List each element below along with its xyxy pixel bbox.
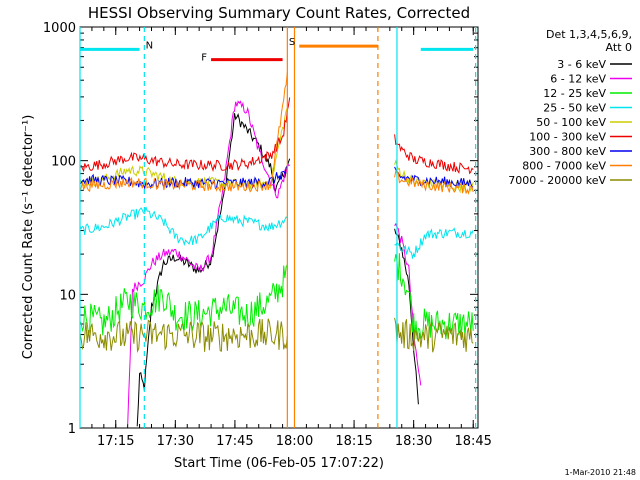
flag-label-f: F [201,53,207,64]
series-line [394,253,474,340]
legend-header: Att 0 [606,41,632,54]
legend-item-label: 800 - 7000 keV [522,160,606,173]
y-tick-label: 1000 [43,21,76,36]
legend-header: Det 1,3,4,5,6,9, [546,28,632,41]
series-line [394,169,474,196]
y-axis-label: Corrected Count Rate (s⁻¹ detector⁻¹) [21,115,36,360]
series-line [79,97,291,173]
series-line [394,222,422,386]
y-tick-label: 10 [59,288,76,303]
legend-item-label: 3 - 6 keV [557,58,606,71]
legend: Det 1,3,4,5,6,9,Att 03 - 6 keV 6 - 12 keV… [508,28,632,187]
date-stamp: 1-Mar-2010 21:48 [565,468,636,477]
x-tick-label: 17:15 [97,434,134,449]
series-line [394,228,419,405]
y-tick-label: 1 [68,422,76,437]
x-axis-label: Start Time (06-Feb-05 17:07:22) [174,456,384,471]
x-tick-label: 18:15 [335,434,372,449]
legend-item-label: 100 - 300 keV [529,131,606,144]
x-tick-label: 18:00 [276,434,313,449]
series-line [394,227,474,260]
legend-item-label: 25 - 50 keV [543,102,606,115]
series-line [79,206,288,247]
series-line [394,134,474,175]
legend-item-label: 50 - 100 keV [536,116,606,129]
y-tick-label: 100 [51,155,76,170]
series-lines [79,72,474,427]
x-tick-label: 18:45 [454,434,491,449]
legend-item-label: 12 - 25 keV [543,87,606,100]
chart-title: HESSI Observing Summary Count Rates, Cor… [88,4,470,22]
legend-item-label: 7000 - 20000 keV [508,174,606,187]
series-line [79,165,288,191]
flag-label-s: S [289,37,295,48]
legend-item-label: 300 - 800 keV [529,145,606,158]
x-tick-label: 17:45 [216,434,253,449]
x-tick-label: 18:30 [395,434,432,449]
annotations: N F S [79,27,477,428]
series-line [394,317,474,353]
flag-label-n: N [146,40,153,51]
series-line [79,318,288,353]
legend-item-label: 6 - 12 keV [550,73,606,86]
series-line [79,72,288,193]
series-line [127,100,290,425]
x-tick-label: 17:30 [157,434,194,449]
